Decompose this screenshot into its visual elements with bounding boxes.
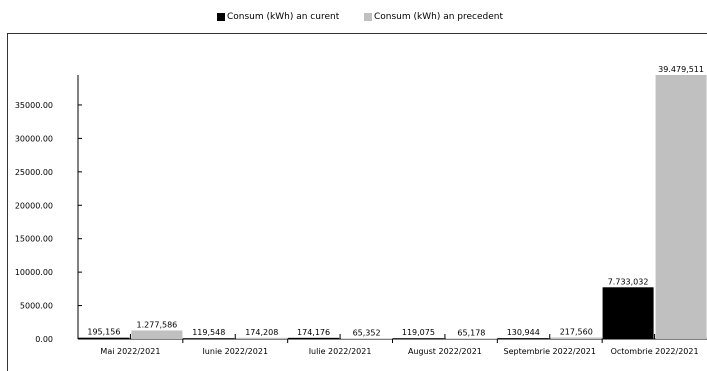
- bar-value-label: 65,352: [353, 328, 381, 337]
- bar-previous-year: [445, 338, 497, 339]
- bar-value-label: 217,560: [560, 328, 593, 337]
- legend-label-current-year: Consum (kWh) an curent: [227, 12, 340, 22]
- bar-value-label: 195,156: [87, 328, 120, 337]
- y-tick-label: 10000.00: [15, 268, 53, 277]
- chart-legend: Consum (kWh) an curent Consum (kWh) an p…: [0, 10, 707, 24]
- bar-value-label: 65,178: [457, 328, 485, 337]
- bar-current-year: [78, 337, 130, 339]
- bar-value-label: 1.277,586: [137, 320, 178, 329]
- y-tick-label: 15000.00: [15, 235, 53, 244]
- bar-current-year: [183, 338, 235, 339]
- y-tick-label: 20000.00: [15, 201, 53, 210]
- bar-current-year: [602, 287, 654, 339]
- x-category-label: Iulie 2022/2021: [309, 347, 372, 356]
- bar-value-label: 174,176: [297, 328, 330, 337]
- y-tick-label: 35000.00: [15, 101, 53, 110]
- y-tick-label: 5000.00: [20, 302, 53, 311]
- legend-swatch-current-year: [217, 13, 225, 21]
- legend-swatch-previous-year: [364, 13, 372, 21]
- chart-frame: [7, 33, 707, 371]
- bar-value-label: 39.479,511: [658, 65, 704, 74]
- bar-previous-year: [341, 338, 393, 339]
- x-category-label: Octombrie 2022/2021: [611, 347, 699, 356]
- bar-current-year: [288, 337, 340, 339]
- x-category-label: Iunie 2022/2021: [202, 347, 268, 356]
- bar-value-label: 7.733,032: [608, 277, 649, 286]
- legend-label-previous-year: Consum (kWh) an precedent: [374, 12, 504, 22]
- bar-previous-year: [131, 330, 183, 339]
- bar-value-label: 174,208: [245, 328, 278, 337]
- bar-value-label: 119,548: [192, 328, 225, 337]
- bar-current-year: [392, 338, 444, 339]
- y-tick-label: 0.00: [35, 335, 53, 344]
- x-category-label: Mai 2022/2021: [100, 347, 160, 356]
- bar-value-label: 130,944: [507, 328, 540, 337]
- x-category-label: Septembrie 2022/2021: [504, 347, 596, 356]
- bar-current-year: [497, 338, 549, 339]
- y-tick-label: 25000.00: [15, 168, 53, 177]
- x-category-label: August 2022/2021: [408, 347, 482, 356]
- bar-value-label: 119,075: [402, 328, 435, 337]
- y-tick-label: 30000.00: [15, 134, 53, 143]
- bar-previous-year: [236, 337, 288, 339]
- bar-previous-year: [655, 75, 707, 339]
- bar-previous-year: [550, 337, 602, 339]
